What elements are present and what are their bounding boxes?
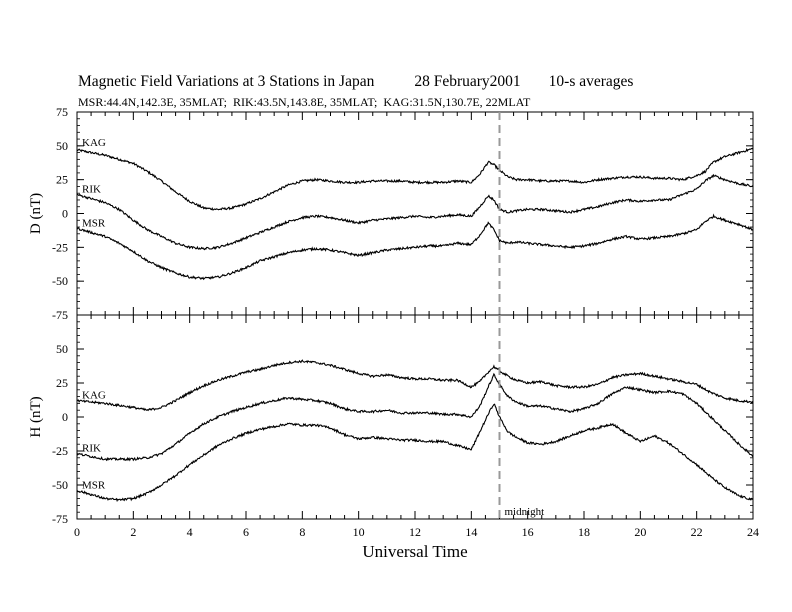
y-tick-label: 0 bbox=[62, 207, 68, 221]
x-tick-label: 6 bbox=[243, 525, 249, 539]
y-axis-label: H (nT) bbox=[28, 396, 44, 437]
chart-title-line: Magnetic Field Variations at 3 Stations … bbox=[78, 73, 633, 91]
y-tick-label: 50 bbox=[56, 139, 68, 153]
midnight-label: midnight bbox=[505, 506, 545, 518]
panel-frame-bottom bbox=[76, 314, 754, 520]
series-line-kag bbox=[76, 147, 754, 211]
y-tick-label: 50 bbox=[56, 342, 68, 356]
chart-averaging: 10-s averages bbox=[548, 73, 634, 90]
x-tick-label: 8 bbox=[299, 525, 305, 539]
y-tick-label: -75 bbox=[52, 308, 68, 322]
x-tick-label: 4 bbox=[187, 525, 193, 539]
y-tick-label: 0 bbox=[62, 410, 68, 424]
series-label-kag: KAG bbox=[82, 137, 106, 149]
y-tick-label: -75 bbox=[52, 512, 68, 526]
station-info: MSR:44.4N,142.3E, 35MLAT; RIK:43.5N,143.… bbox=[78, 95, 531, 109]
series-label-msr: MSR bbox=[82, 217, 106, 229]
series-line-rik bbox=[76, 173, 754, 251]
y-tick-label: 25 bbox=[56, 173, 68, 187]
chart-title: Magnetic Field Variations at 3 Stations … bbox=[78, 73, 375, 90]
x-axis-label: Universal Time bbox=[362, 542, 467, 561]
y-tick-label: -50 bbox=[52, 478, 68, 492]
series-line-kag bbox=[76, 359, 754, 412]
series-line-msr bbox=[76, 213, 754, 281]
x-tick-label: 0 bbox=[74, 525, 80, 539]
chart-date: 28 February2001 bbox=[414, 73, 521, 90]
y-axis-label: D (nT) bbox=[28, 193, 44, 234]
x-tick-label: 22 bbox=[691, 525, 703, 539]
x-tick-label: 18 bbox=[578, 525, 590, 539]
x-tick-label: 10 bbox=[353, 525, 365, 539]
series-line-rik bbox=[76, 372, 754, 462]
series-line-msr bbox=[76, 403, 754, 503]
x-tick-label: 16 bbox=[522, 525, 534, 539]
x-tick-label: 2 bbox=[130, 525, 136, 539]
y-tick-label: -50 bbox=[52, 274, 68, 288]
y-tick-label: -25 bbox=[52, 444, 68, 458]
series-label-kag: KAG bbox=[82, 390, 106, 402]
x-tick-label: 24 bbox=[747, 525, 759, 539]
series-label-rik: RIK bbox=[82, 184, 101, 196]
x-tick-label: 14 bbox=[465, 525, 477, 539]
y-tick-label: -25 bbox=[52, 240, 68, 254]
y-tick-label: 25 bbox=[56, 376, 68, 390]
x-tick-label: 12 bbox=[409, 525, 421, 539]
panel-frame-top bbox=[76, 111, 754, 316]
series-label-msr: MSR bbox=[82, 479, 106, 491]
series-label-rik: RIK bbox=[82, 443, 101, 455]
y-tick-label: 75 bbox=[56, 105, 68, 119]
x-tick-label: 20 bbox=[634, 525, 646, 539]
